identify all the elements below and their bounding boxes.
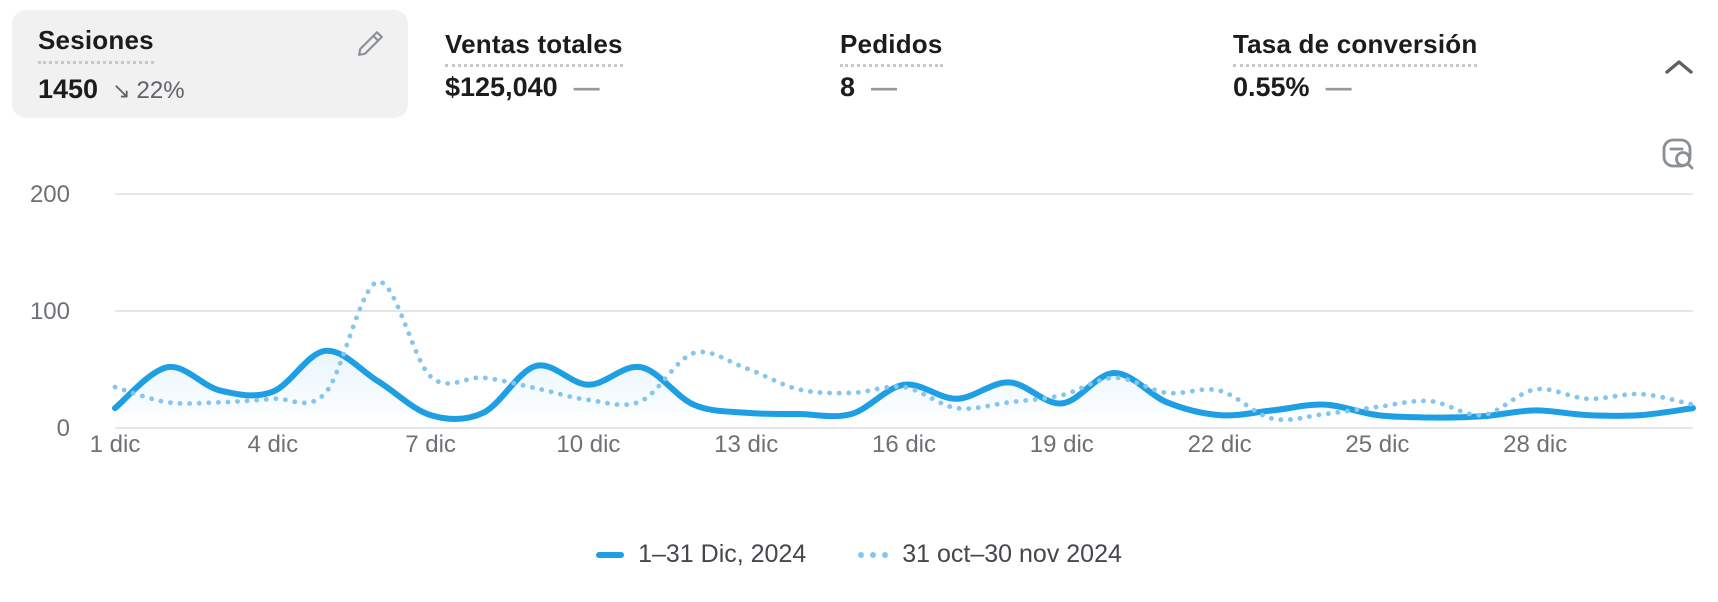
sessions-delta-percent: 22% xyxy=(136,76,185,104)
orders-label: Pedidos xyxy=(840,29,943,67)
no-change-dash: — xyxy=(1325,71,1352,102)
total-sales-label: Ventas totales xyxy=(445,29,623,67)
no-change-dash: — xyxy=(871,71,898,102)
y-tick-label: 0 xyxy=(57,415,70,442)
trend-down-arrow-icon: ↘ xyxy=(112,77,131,103)
metric-tab-conversion-rate[interactable]: Tasa de conversión 0.55% — xyxy=(1233,29,1478,103)
metric-tab-sessions[interactable]: Sesiones 1450 ↘ 22% xyxy=(12,10,408,118)
metric-tab-total-sales[interactable]: Ventas totales $125,040 — xyxy=(445,29,623,103)
x-tick-label: 1 dic xyxy=(90,431,141,458)
pencil-icon[interactable] xyxy=(356,28,386,58)
dotted-line-swatch-icon xyxy=(858,551,889,558)
series-line-current xyxy=(112,347,1696,423)
y-tick-label: 200 xyxy=(30,181,70,208)
collapse-chart-button[interactable] xyxy=(1660,54,1698,84)
legend-previous-label: 31 oct–30 nov 2024 xyxy=(902,540,1122,568)
x-tick-label: 10 dic xyxy=(556,431,620,458)
x-tick-label: 22 dic xyxy=(1188,431,1252,458)
legend-item-current-period: 1–31 Dic, 2024 xyxy=(596,540,806,569)
x-tick-label: 25 dic xyxy=(1345,431,1409,458)
solid-line-swatch-icon xyxy=(596,551,625,558)
total-sales-value: $125,040 xyxy=(445,71,558,102)
chart-legend: 1–31 Dic, 2024 31 oct–30 nov 2024 xyxy=(0,540,1718,569)
inspect-data-icon xyxy=(1660,138,1696,175)
orders-value: 8 xyxy=(840,71,856,102)
x-tick-label: 4 dic xyxy=(247,431,298,458)
sessions-delta: ↘ 22% xyxy=(112,77,184,105)
sessions-label: Sesiones xyxy=(38,25,154,64)
x-tick-label: 28 dic xyxy=(1503,431,1567,458)
x-tick-label: 7 dic xyxy=(405,431,456,458)
metric-tab-orders[interactable]: Pedidos 8 — xyxy=(840,29,943,103)
conversion-rate-label: Tasa de conversión xyxy=(1233,29,1478,67)
chevron-up-icon xyxy=(1662,59,1696,82)
legend-item-previous-period: 31 oct–30 nov 2024 xyxy=(858,540,1122,569)
x-tick-label: 13 dic xyxy=(714,431,778,458)
x-tick-label: 16 dic xyxy=(872,431,936,458)
conversion-rate-value: 0.55% xyxy=(1233,71,1310,102)
y-tick-label: 100 xyxy=(30,298,70,325)
no-change-dash: — xyxy=(573,71,600,102)
series-line-previous xyxy=(112,279,1696,423)
sessions-value: 1450 xyxy=(38,73,99,104)
legend-current-label: 1–31 Dic, 2024 xyxy=(638,540,807,568)
x-tick-label: 19 dic xyxy=(1030,431,1094,458)
inspect-data-button[interactable] xyxy=(1660,136,1696,172)
